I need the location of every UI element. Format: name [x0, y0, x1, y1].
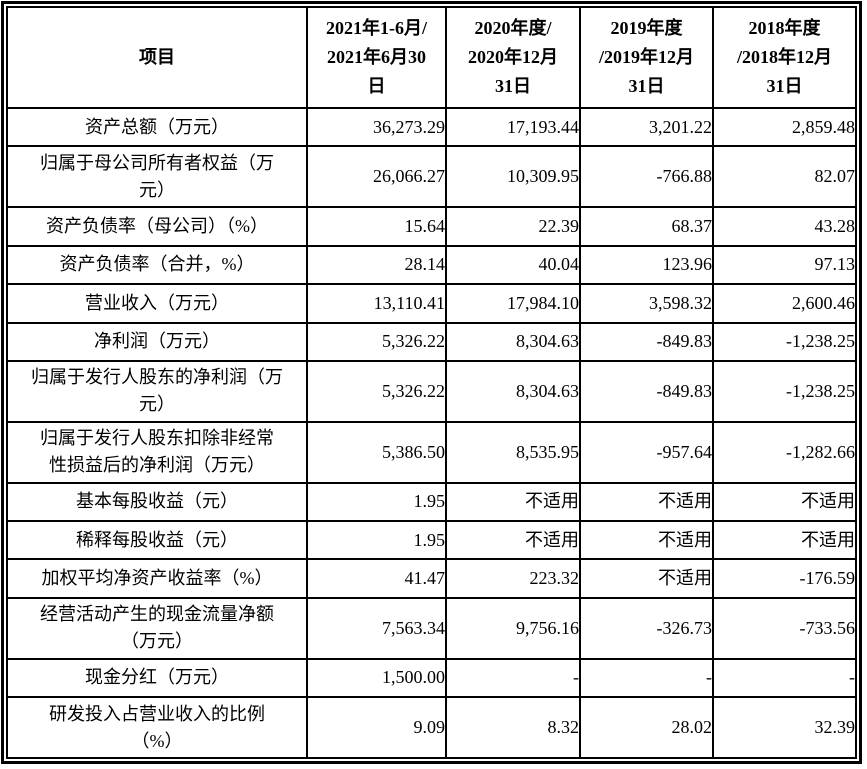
table-cell: 36,273.29: [306, 106, 447, 148]
row-label: 研发投入占营业收入的比例 （%）: [6, 696, 308, 759]
table-row: 归属于母公司所有者权益（万 元） 26,066.27 10,309.95 -76…: [6, 145, 857, 209]
table-cell: 68.37: [579, 206, 714, 247]
table-cell: 28.02: [579, 696, 714, 759]
table-cell: 1.95: [306, 481, 447, 523]
table-cell: 不适用: [445, 520, 581, 561]
column-header-2018: 2018年度 /2018年12月 31日: [712, 6, 857, 109]
table-cell: 不适用: [579, 481, 714, 523]
row-label: 营业收入（万元）: [6, 283, 308, 324]
table-cell: 不适用: [712, 481, 857, 523]
column-header-2019: 2019年度 /2019年12月 31日: [579, 6, 714, 109]
table-cell: -1,238.25: [712, 360, 857, 423]
table-row: 经营活动产生的现金流量净额 （万元） 7,563.34 9,756.16 -32…: [6, 596, 857, 660]
table-cell: -: [712, 657, 857, 699]
row-label: 资产负债率（母公司）（%）: [6, 206, 308, 247]
table-cell: 3,201.22: [579, 106, 714, 148]
table-cell: 223.32: [445, 558, 581, 599]
table-cell: 40.04: [445, 244, 581, 286]
table-row: 基本每股收益（元） 1.95 不适用 不适用 不适用: [6, 481, 857, 523]
row-label: 资产总额（万元）: [6, 106, 308, 148]
table-row: 净利润（万元） 5,326.22 8,304.63 -849.83 -1,238…: [6, 321, 857, 363]
row-label: 归属于母公司所有者权益（万 元）: [6, 145, 308, 209]
table-cell: 7,563.34: [306, 596, 447, 660]
table-cell: 不适用: [712, 520, 857, 561]
table-cell: -1,282.66: [712, 420, 857, 484]
row-label: 稀释每股收益（元）: [6, 520, 308, 561]
table-cell: 不适用: [445, 481, 581, 523]
table-cell: 9.09: [306, 696, 447, 759]
table-cell: 5,326.22: [306, 360, 447, 423]
column-header-2020: 2020年度/ 2020年12月 31日: [445, 6, 581, 109]
table-cell: -733.56: [712, 596, 857, 660]
table-cell: 15.64: [306, 206, 447, 247]
table-cell: 不适用: [579, 520, 714, 561]
table-cell: 43.28: [712, 206, 857, 247]
table-cell: 8,535.95: [445, 420, 581, 484]
table-cell: 82.07: [712, 145, 857, 209]
table-cell: 41.47: [306, 558, 447, 599]
row-label: 基本每股收益（元）: [6, 481, 308, 523]
table-row: 现金分红（万元） 1,500.00 - - -: [6, 657, 857, 699]
table-cell: 5,326.22: [306, 321, 447, 363]
row-label: 现金分红（万元）: [6, 657, 308, 699]
row-label: 经营活动产生的现金流量净额 （万元）: [6, 596, 308, 660]
header-row: 项目 2021年1-6月/ 2021年6月30 日 2020年度/ 2020年1…: [6, 6, 857, 109]
table-row: 归属于发行人股东的净利润（万 元） 5,326.22 8,304.63 -849…: [6, 360, 857, 423]
table-cell: -: [445, 657, 581, 699]
table-cell: 1.95: [306, 520, 447, 561]
table-cell: -849.83: [579, 360, 714, 423]
table-cell: 9,756.16: [445, 596, 581, 660]
table-cell: -326.73: [579, 596, 714, 660]
table-row: 资产负债率（母公司）（%） 15.64 22.39 68.37 43.28: [6, 206, 857, 247]
table-cell: 97.13: [712, 244, 857, 286]
table-cell: 8,304.63: [445, 360, 581, 423]
table-cell: 5,386.50: [306, 420, 447, 484]
column-header-2021: 2021年1-6月/ 2021年6月30 日: [306, 6, 447, 109]
table-cell: -957.64: [579, 420, 714, 484]
table-row: 归属于发行人股东扣除非经常 性损益后的净利润（万元） 5,386.50 8,53…: [6, 420, 857, 484]
table-cell: 1,500.00: [306, 657, 447, 699]
table-cell: 13,110.41: [306, 283, 447, 324]
table-cell: -766.88: [579, 145, 714, 209]
row-label: 加权平均净资产收益率（%）: [6, 558, 308, 599]
table-row: 资产总额（万元） 36,273.29 17,193.44 3,201.22 2,…: [6, 106, 857, 148]
table-cell: -849.83: [579, 321, 714, 363]
table-cell: 8,304.63: [445, 321, 581, 363]
table-cell: 8.32: [445, 696, 581, 759]
table-cell: 32.39: [712, 696, 857, 759]
table-row: 加权平均净资产收益率（%） 41.47 223.32 不适用 -176.59: [6, 558, 857, 599]
table-cell: 10,309.95: [445, 145, 581, 209]
table-row: 稀释每股收益（元） 1.95 不适用 不适用 不适用: [6, 520, 857, 561]
table-cell: 2,859.48: [712, 106, 857, 148]
row-label: 归属于发行人股东扣除非经常 性损益后的净利润（万元）: [6, 420, 308, 484]
table-cell: 17,193.44: [445, 106, 581, 148]
table-cell: -: [579, 657, 714, 699]
table-cell: 2,600.46: [712, 283, 857, 324]
table-cell: 3,598.32: [579, 283, 714, 324]
table-cell: 123.96: [579, 244, 714, 286]
table-cell: 26,066.27: [306, 145, 447, 209]
row-label: 净利润（万元）: [6, 321, 308, 363]
column-header-item: 项目: [6, 6, 308, 109]
table-row: 资产负债率（合并，%） 28.14 40.04 123.96 97.13: [6, 244, 857, 286]
table-cell: -176.59: [712, 558, 857, 599]
row-label: 资产负债率（合并，%）: [6, 244, 308, 286]
table-row: 营业收入（万元） 13,110.41 17,984.10 3,598.32 2,…: [6, 283, 857, 324]
table-cell: 28.14: [306, 244, 447, 286]
table-cell: 22.39: [445, 206, 581, 247]
table-row: 研发投入占营业收入的比例 （%） 9.09 8.32 28.02 32.39: [6, 696, 857, 759]
table-cell: -1,238.25: [712, 321, 857, 363]
table-cell: 17,984.10: [445, 283, 581, 324]
table-cell: 不适用: [579, 558, 714, 599]
financial-summary-table: 项目 2021年1-6月/ 2021年6月30 日 2020年度/ 2020年1…: [6, 6, 857, 759]
row-label: 归属于发行人股东的净利润（万 元）: [6, 360, 308, 423]
